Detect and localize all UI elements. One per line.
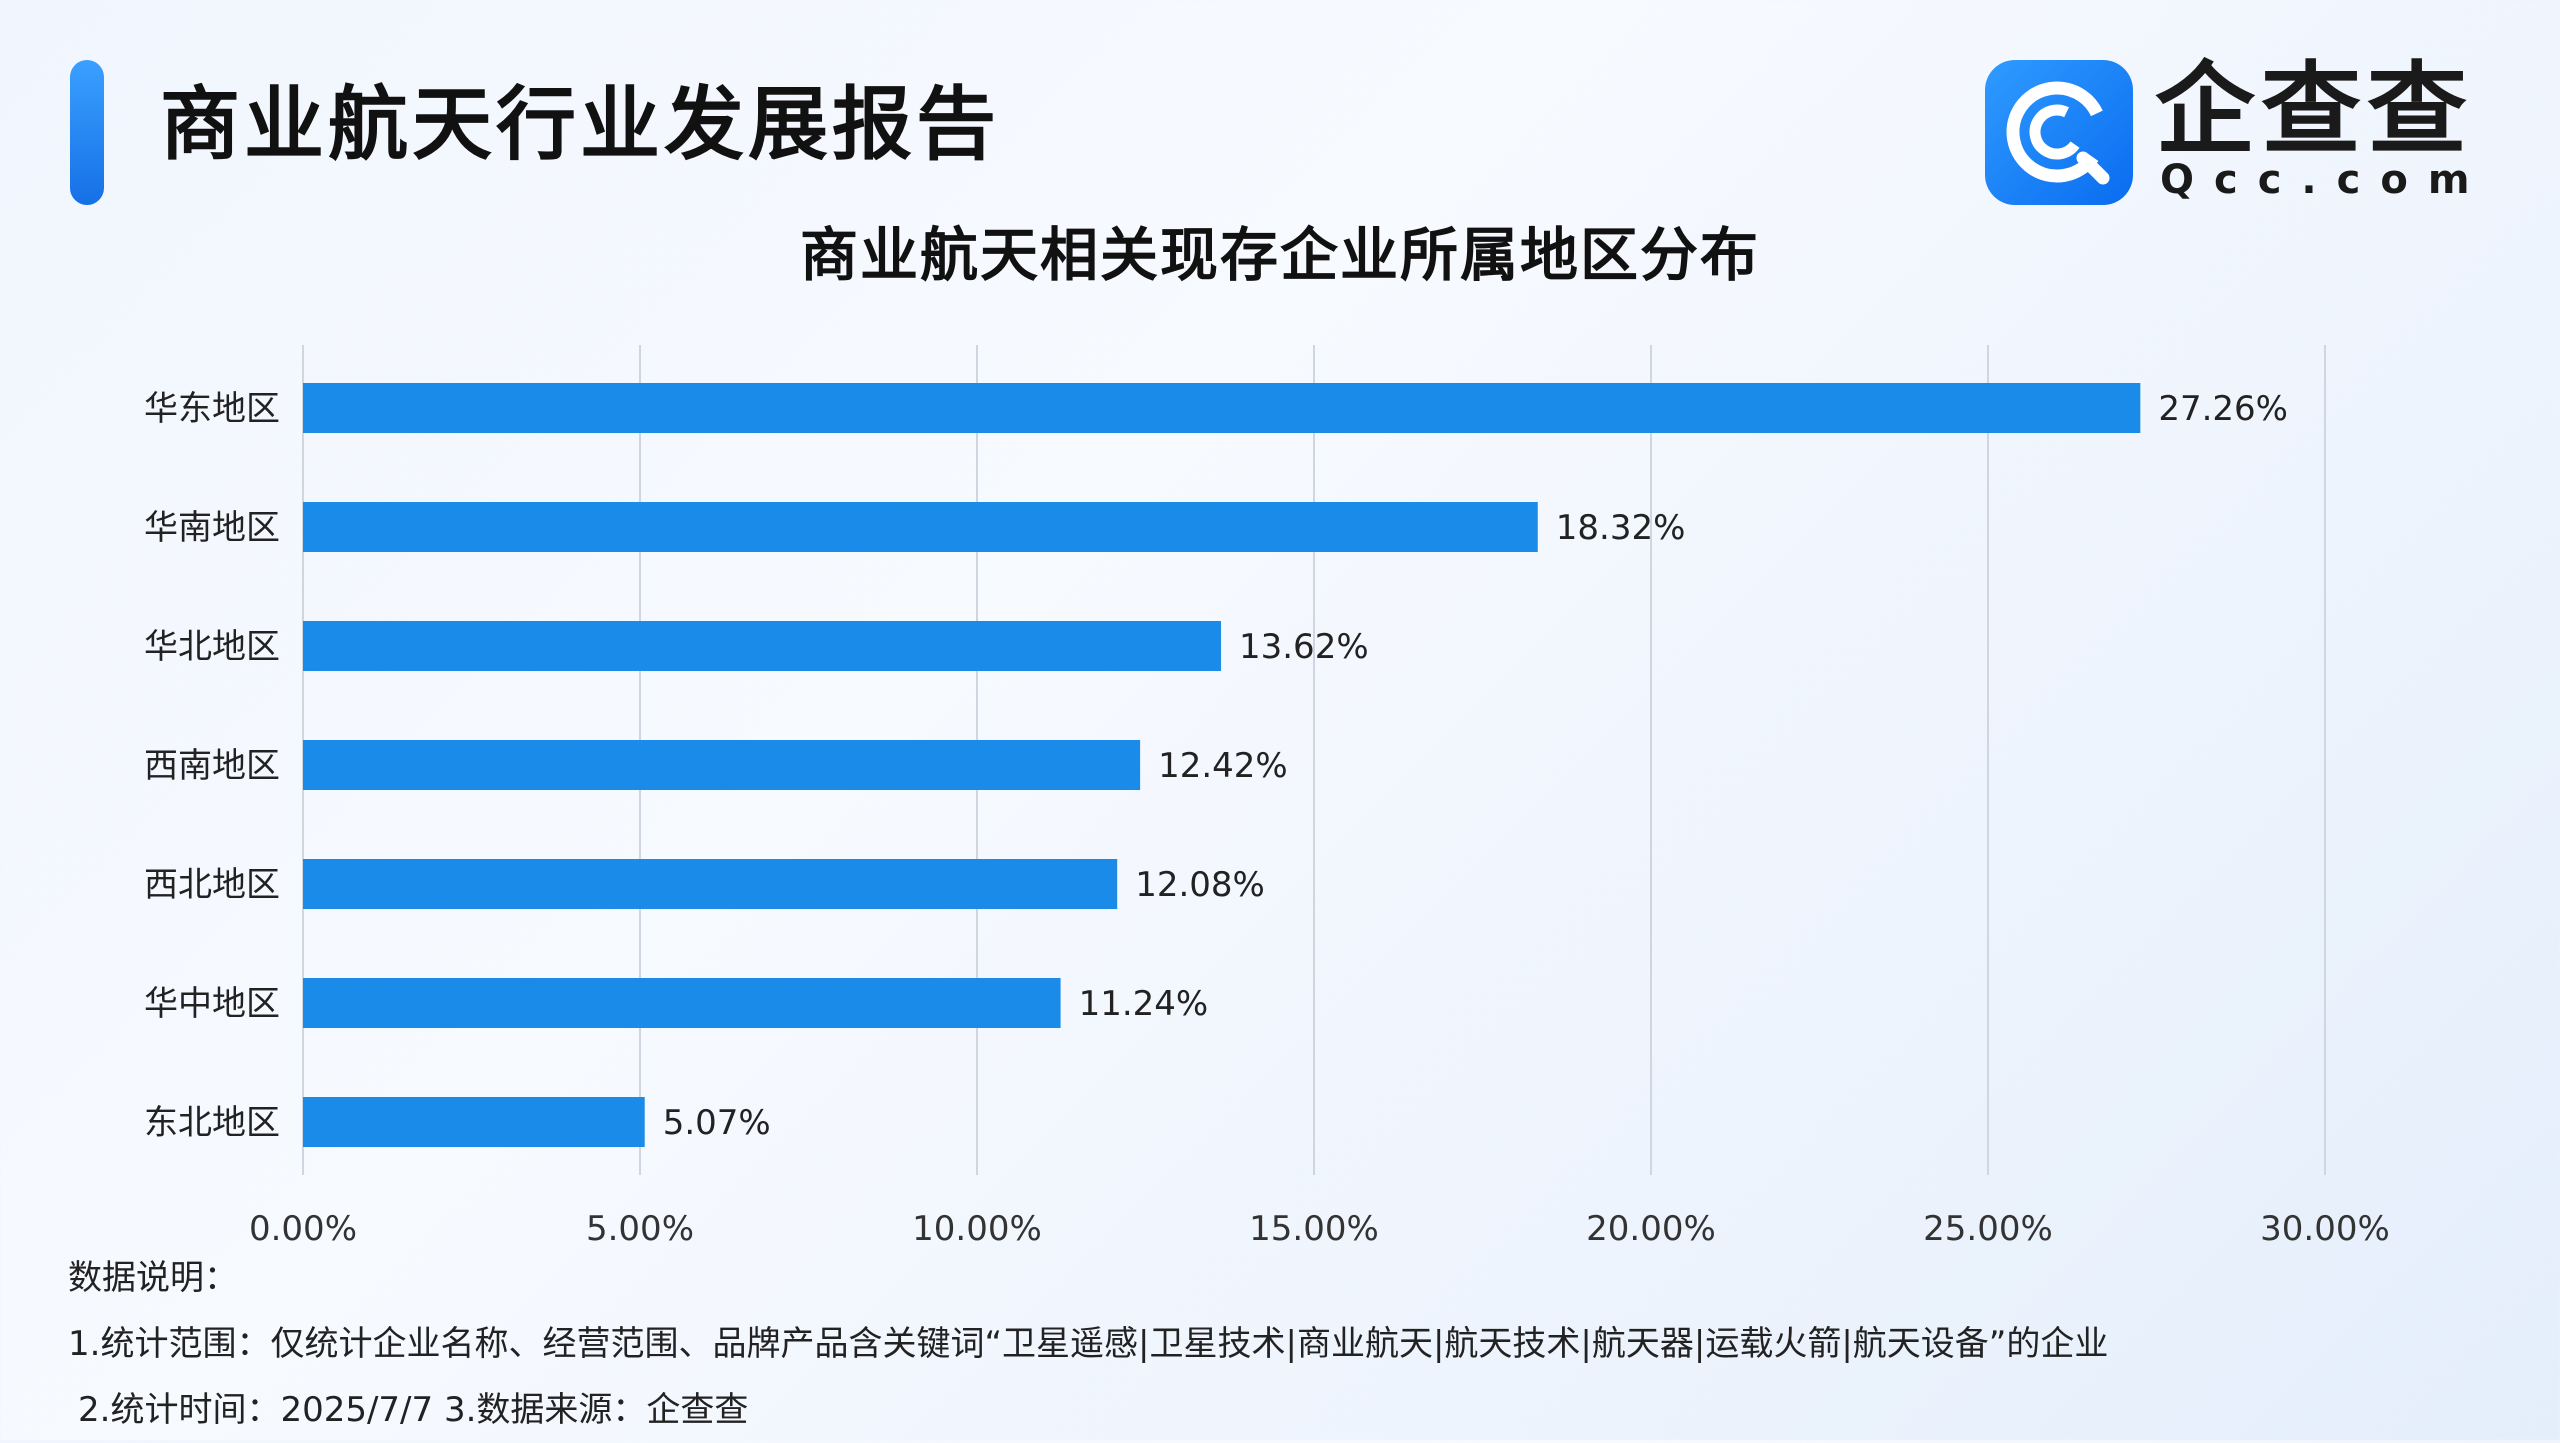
bar [303, 978, 1061, 1028]
chart-title: 商业航天相关现存企业所属地区分布 [799, 221, 1760, 289]
bar [303, 740, 1141, 790]
category-label: 西北地区 [144, 865, 280, 905]
x-tick-label: 5.00% [586, 1209, 694, 1249]
bar [303, 502, 1538, 552]
category-label: 华东地区 [144, 389, 280, 429]
x-tick-label: 0.00% [249, 1209, 357, 1249]
bar [303, 859, 1118, 909]
data-label: 18.32% [1556, 508, 1686, 548]
qcc-logo-icon [1985, 60, 2133, 205]
x-tick-label: 30.00% [2260, 1209, 2390, 1249]
logo-domain: Qcc.com [2160, 157, 2490, 203]
category-label: 西南地区 [144, 746, 280, 786]
data-notes: 数据说明： 1.统计范围：仅统计企业名称、经营范围、品牌产品含关键词“卫星遥感|… [68, 1245, 2108, 1443]
title-accent-bar [70, 60, 104, 205]
notes-scope: 1.统计范围：仅统计企业名称、经营范围、品牌产品含关键词“卫星遥感|卫星技术|商… [68, 1324, 2109, 1364]
category-label: 华北地区 [144, 627, 280, 667]
data-label: 5.07% [663, 1103, 771, 1143]
notes-heading: 数据说明： [68, 1258, 238, 1298]
x-tick-label: 15.00% [1249, 1209, 1379, 1249]
category-label: 华中地区 [144, 984, 280, 1024]
logo-text: 企查查 [2155, 51, 2473, 168]
category-label: 东北地区 [144, 1103, 280, 1143]
notes-time-source: 2.统计时间：2025/7/7 3.数据来源：企查查 [78, 1390, 749, 1430]
data-label: 12.42% [1158, 746, 1288, 786]
category-label: 华南地区 [144, 508, 280, 548]
bar [303, 383, 2141, 433]
report-title: 商业航天行业发展报告 [160, 78, 1000, 171]
bar [303, 621, 1221, 671]
x-tick-label: 20.00% [1586, 1209, 1716, 1249]
bar-chart: 0.00% 5.00% 10.00% 15.00% 20.00% 25.00% 30.00%… [144, 345, 2390, 1249]
data-label: 27.26% [2158, 389, 2288, 429]
x-tick-label: 25.00% [1923, 1209, 2053, 1249]
data-label: 12.08% [1135, 865, 1265, 905]
bar [303, 1097, 645, 1147]
data-label: 11.24% [1079, 984, 1209, 1024]
x-tick-label: 10.00% [912, 1209, 1042, 1249]
data-label: 13.62% [1239, 627, 1369, 667]
